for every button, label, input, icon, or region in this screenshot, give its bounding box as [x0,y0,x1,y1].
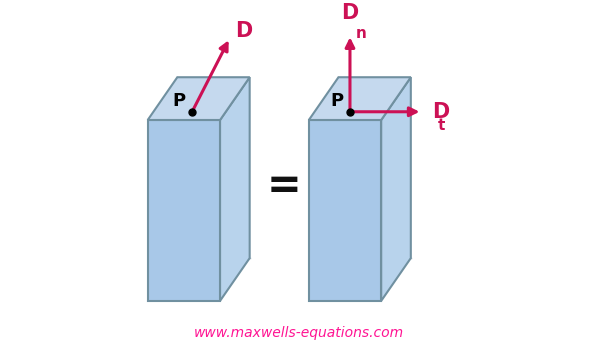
Polygon shape [381,77,411,301]
Text: n: n [356,26,367,41]
Polygon shape [309,77,411,120]
Text: P: P [330,92,343,110]
Text: t: t [438,118,446,133]
Text: www.maxwells-equations.com: www.maxwells-equations.com [194,326,404,340]
Text: =: = [267,165,301,207]
Polygon shape [148,77,250,120]
Polygon shape [309,120,381,301]
Polygon shape [220,77,250,301]
Text: P: P [172,92,185,110]
Text: D: D [235,21,252,41]
Text: D: D [432,102,450,122]
Text: D: D [341,3,359,23]
Polygon shape [148,120,220,301]
